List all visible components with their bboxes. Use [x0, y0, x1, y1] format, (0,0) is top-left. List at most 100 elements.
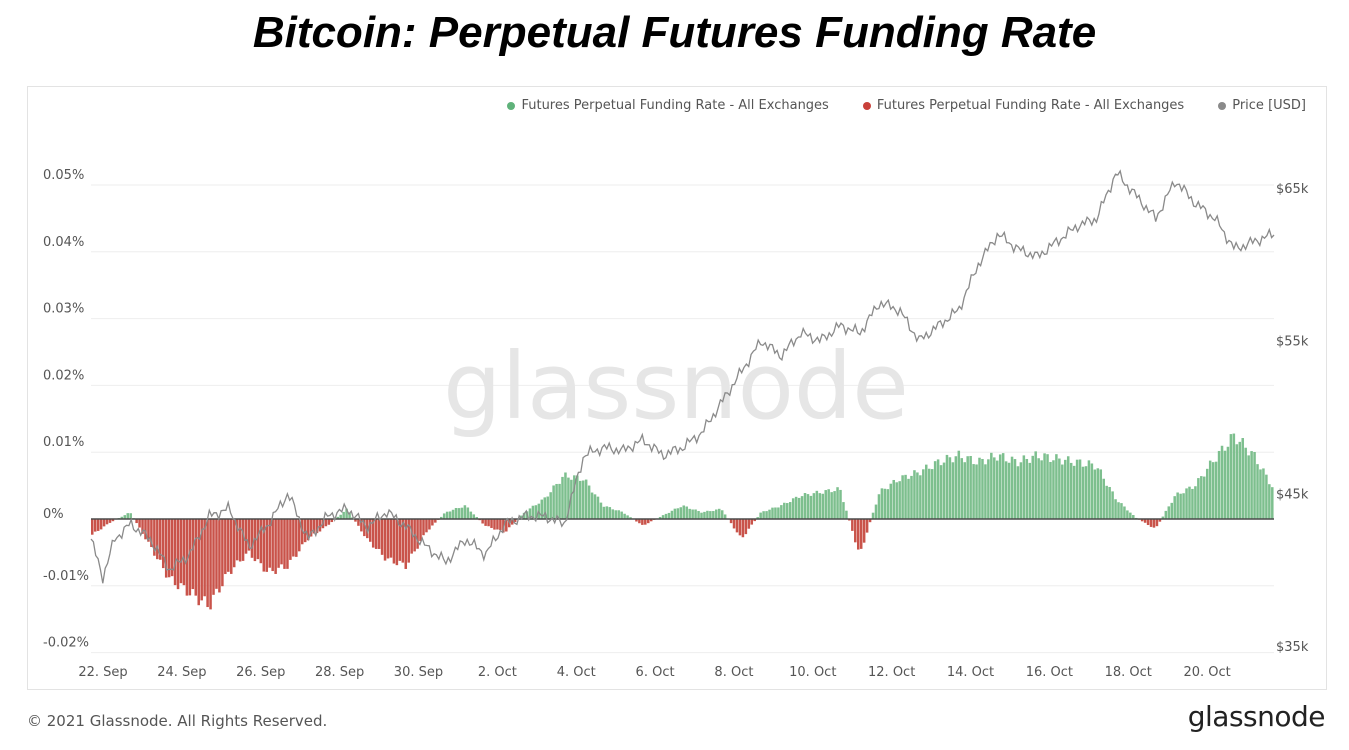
bar-negative — [138, 519, 141, 528]
bar-positive — [927, 468, 931, 519]
bar-positive — [1179, 493, 1182, 519]
bar-positive — [1117, 502, 1120, 519]
bar-negative — [744, 519, 748, 535]
bar-positive — [1078, 459, 1082, 519]
bar-negative — [259, 519, 263, 564]
bar-negative — [141, 519, 144, 534]
legend-item-positive[interactable]: Futures Perpetual Funding Rate - All Exc… — [507, 98, 829, 113]
legend-item-negative[interactable]: Futures Perpetual Funding Rate - All Exc… — [862, 98, 1184, 113]
bar-positive — [939, 465, 943, 519]
bar-positive — [599, 502, 603, 519]
bar-negative — [306, 519, 310, 541]
bar-positive — [1064, 459, 1067, 519]
bar-positive — [676, 508, 680, 519]
bar-positive — [827, 489, 830, 519]
bar-negative — [93, 519, 97, 532]
bar-negative — [212, 519, 215, 595]
bar-positive — [1046, 454, 1049, 519]
bar-negative — [286, 519, 289, 569]
bar-negative — [194, 519, 198, 596]
glassnode-logo[interactable]: glassnode — [1187, 700, 1326, 733]
bar-positive — [996, 460, 999, 519]
bar-negative — [363, 519, 366, 537]
x-tick-label: 30. Sep — [394, 665, 443, 680]
bar-positive — [874, 504, 878, 519]
bar-negative — [410, 519, 413, 554]
bar-positive — [777, 507, 780, 519]
bar-negative — [191, 519, 195, 590]
bar-positive — [1205, 468, 1209, 519]
bar-negative — [747, 519, 751, 529]
bar-positive — [895, 482, 898, 519]
bar-positive — [1170, 502, 1173, 519]
bar-negative — [277, 519, 280, 568]
bar-positive — [1069, 462, 1073, 519]
bar-positive — [833, 491, 836, 519]
bar-negative — [105, 519, 109, 525]
bar-negative — [360, 519, 363, 532]
bar-positive — [673, 508, 677, 519]
bar-negative — [309, 519, 313, 537]
bar-negative — [170, 519, 174, 577]
bar-positive — [522, 512, 526, 519]
bar-positive — [342, 511, 345, 519]
bar-positive — [1123, 506, 1126, 519]
bar-negative — [401, 519, 405, 563]
bar-negative — [330, 519, 334, 523]
bar-negative — [295, 519, 298, 557]
bar-negative — [318, 519, 322, 532]
bar-positive — [1028, 462, 1032, 519]
bar-negative — [167, 519, 171, 578]
bar-positive — [768, 509, 771, 519]
legend-item-price[interactable]: Price [USD] — [1218, 98, 1306, 113]
bar-positive — [1001, 453, 1005, 519]
bar-negative — [232, 519, 236, 568]
bar-positive — [1197, 478, 1200, 519]
bar-positive — [1161, 516, 1165, 519]
bar-positive — [1256, 464, 1259, 519]
bar-positive — [1013, 459, 1017, 519]
bar-negative — [298, 519, 301, 552]
bar-positive — [1217, 450, 1221, 519]
bar-positive — [791, 498, 795, 519]
bar-positive — [1262, 468, 1265, 519]
bar-positive — [1090, 463, 1094, 519]
bar-negative — [386, 519, 390, 559]
bar-negative — [144, 519, 147, 540]
bar-positive — [990, 452, 993, 519]
bar-negative — [268, 519, 271, 568]
bar-positive — [573, 475, 576, 519]
bar-positive — [623, 513, 626, 519]
bar-negative — [407, 519, 410, 563]
bar-positive — [463, 505, 467, 519]
bar-positive — [812, 493, 816, 519]
bar-positive — [818, 493, 822, 519]
bar-positive — [1223, 450, 1227, 519]
bar-negative — [369, 519, 372, 542]
bar-negative — [283, 519, 286, 569]
bar-positive — [543, 497, 547, 519]
bar-negative — [200, 519, 203, 601]
bar-positive — [830, 492, 833, 519]
bar-positive — [123, 515, 127, 519]
bar-positive — [1072, 465, 1076, 519]
bar-positive — [1016, 466, 1020, 519]
bar-negative — [241, 519, 245, 561]
x-tick-label: 14. Oct — [947, 665, 994, 680]
legend-label-positive: Futures Perpetual Funding Rate - All Exc… — [521, 98, 829, 113]
bar-negative — [496, 519, 499, 530]
bar-negative — [250, 519, 254, 558]
bar-positive — [664, 513, 668, 519]
bar-positive — [567, 477, 570, 519]
bar-positive — [984, 464, 987, 519]
bar-positive — [759, 512, 762, 519]
legend-label-price: Price [USD] — [1232, 98, 1306, 113]
bar-positive — [700, 512, 703, 519]
bar-positive — [1194, 486, 1197, 519]
bar-negative — [383, 519, 387, 561]
bar-positive — [930, 469, 934, 519]
y-tick-label-left: -0.02% — [43, 636, 89, 651]
bar-positive — [993, 457, 996, 519]
bar-positive — [688, 508, 691, 519]
